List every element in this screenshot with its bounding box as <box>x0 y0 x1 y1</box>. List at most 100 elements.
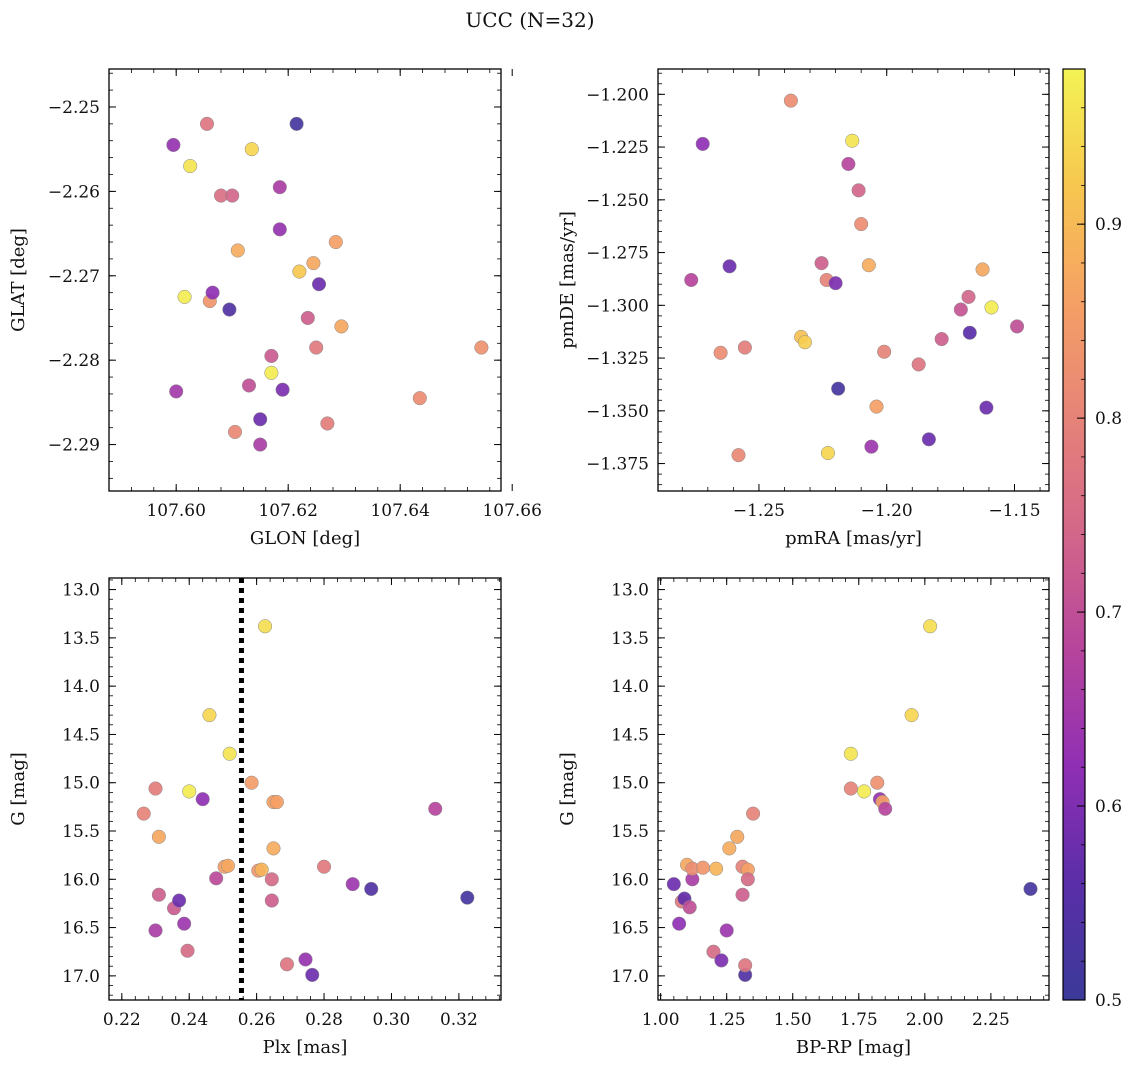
data-point <box>740 872 755 887</box>
x-axis-label: pmRA [mas/yr] <box>785 528 922 549</box>
y-tick-label: −2.26 <box>48 182 100 202</box>
data-point <box>714 953 729 968</box>
data-point <box>1010 319 1025 334</box>
data-point <box>961 289 976 304</box>
x-tick-label: 107.64 <box>370 501 429 521</box>
data-point <box>264 893 279 908</box>
axes-frame <box>657 577 1050 1001</box>
x-tick-label: 1.25 <box>708 1010 746 1030</box>
data-point <box>227 424 243 439</box>
x-axis-label: Plx [mas] <box>263 1037 348 1058</box>
y-tick-label: −1.250 <box>586 191 649 211</box>
data-point <box>923 619 938 634</box>
data-point <box>205 285 220 300</box>
data-point <box>177 289 192 304</box>
y-axis-label: G [mag] <box>557 752 578 825</box>
data-point <box>241 378 257 393</box>
data-point <box>220 858 236 873</box>
y-tick-label: 14.0 <box>62 677 100 697</box>
data-point <box>169 384 184 399</box>
data-point <box>460 890 475 905</box>
data-point <box>272 222 287 237</box>
data-point <box>722 841 737 856</box>
panel-3: 0.22 0.24 0.26 0.28 0.30 0.32 13.0 13.5 14.0 14.5… <box>8 577 502 1058</box>
data-point <box>877 344 892 359</box>
y-tick-label: −2.29 <box>48 436 100 456</box>
y-tick-label: 14.5 <box>62 725 100 745</box>
y-tick-label: 16.0 <box>62 870 100 890</box>
data-point <box>719 923 734 938</box>
data-point <box>253 412 268 427</box>
data-point <box>672 916 687 931</box>
data-point <box>151 829 166 844</box>
y-tick-label: −1.275 <box>586 244 649 264</box>
data-point <box>709 861 724 876</box>
data-point <box>199 116 215 131</box>
panel-4: 1.00 1.25 1.50 1.75 2.00 2.25 13.0 13.5 14.0 14.5… <box>557 577 1050 1058</box>
data-point <box>975 262 990 277</box>
data-point <box>953 302 968 317</box>
panel-2: −1.25 −1.20 −1.15 −1.200 −1.225 −1.250 −1.275 −… <box>557 68 1050 549</box>
data-point <box>684 272 699 288</box>
data-point <box>258 619 273 634</box>
data-point <box>180 943 195 958</box>
data-point <box>151 887 166 902</box>
y-tick-label: −1.300 <box>586 296 649 316</box>
y-tick-label: 15.5 <box>611 822 649 842</box>
y-tick-label: −1.325 <box>586 349 649 369</box>
y-tick-label: −2.25 <box>48 98 100 118</box>
data-point <box>878 801 893 816</box>
x-tick-label: 0.28 <box>305 1010 343 1030</box>
figure-title: UCC (N=32) <box>465 8 594 32</box>
data-point <box>253 437 268 452</box>
data-point <box>731 448 746 463</box>
data-point <box>820 445 835 461</box>
y-tick-label: −1.375 <box>586 455 649 475</box>
x-tick-label: 107.60 <box>146 501 205 521</box>
data-point <box>737 340 752 355</box>
data-point <box>244 775 259 790</box>
x-tick-label: 0.26 <box>238 1010 276 1030</box>
data-point <box>713 345 728 360</box>
axes-frame <box>108 68 502 492</box>
y-axis-label: G [mag] <box>8 752 29 825</box>
y-tick-label: 16.5 <box>611 919 649 939</box>
data-point <box>306 256 321 271</box>
data-point <box>857 784 872 799</box>
data-point <box>783 93 798 108</box>
data-point <box>272 180 287 195</box>
data-point <box>244 142 259 157</box>
y-tick-label: 15.5 <box>62 822 100 842</box>
x-tick-label: 2.25 <box>972 1010 1010 1030</box>
data-point <box>695 136 710 151</box>
y-axis-label: pmDE [mas/yr] <box>557 211 578 349</box>
data-point <box>202 708 217 723</box>
x-tick-label: 107.66 <box>482 501 541 521</box>
data-point <box>345 877 360 892</box>
data-point <box>797 335 812 350</box>
data-point <box>722 259 737 274</box>
data-point <box>1023 881 1038 896</box>
data-point <box>334 319 349 334</box>
x-tick-label: −1.15 <box>988 501 1040 521</box>
x-tick-label: 0.22 <box>103 1010 141 1030</box>
data-point <box>984 300 999 315</box>
x-tick-label: 0.30 <box>373 1010 411 1030</box>
data-point <box>843 781 858 796</box>
data-point <box>222 746 237 761</box>
data-point <box>300 310 315 326</box>
data-point <box>279 957 295 972</box>
data-point <box>682 900 697 915</box>
colorbar-tick-label: 0.6 <box>1095 797 1122 817</box>
data-point <box>225 188 240 203</box>
y-tick-label: 14.5 <box>611 725 649 745</box>
data-point <box>311 277 327 292</box>
data-point <box>666 877 681 892</box>
data-point <box>474 340 489 355</box>
data-point <box>292 264 307 279</box>
x-tick-label: −1.20 <box>861 501 913 521</box>
data-point <box>275 382 290 397</box>
data-point <box>869 399 884 414</box>
y-tick-label: 15.0 <box>611 774 649 794</box>
data-point <box>305 967 320 982</box>
